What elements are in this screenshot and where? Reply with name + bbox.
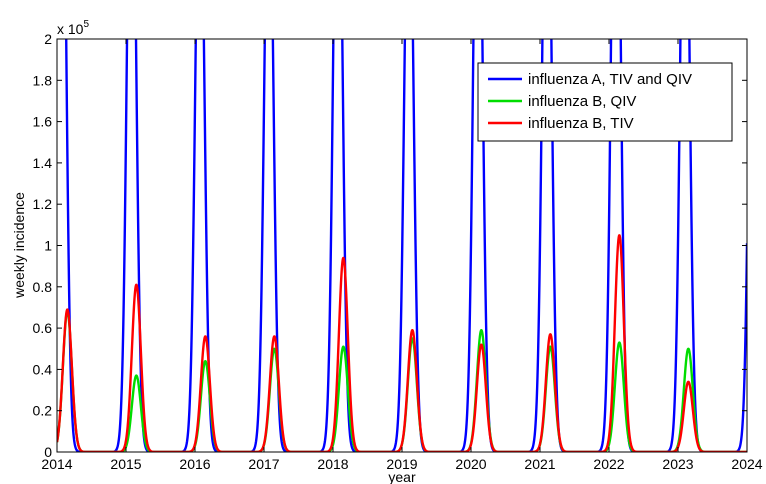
- series-line-3: [57, 234, 747, 452]
- x-tick-label: 2023: [662, 456, 693, 472]
- y-multiplier-exponent: 5: [83, 19, 89, 30]
- y-tick-label: 0.2: [33, 403, 53, 419]
- y-multiplier: x 105: [57, 19, 89, 37]
- y-tick-label: 1.4: [33, 155, 53, 171]
- x-tick-label: 2022: [593, 456, 624, 472]
- x-tick-label: 2014: [41, 456, 72, 472]
- y-tick-label: 1.6: [33, 114, 53, 130]
- x-tick-label: 2017: [248, 456, 279, 472]
- y-tick-label: 1: [44, 238, 52, 254]
- legend: influenza A, TIV and QIV influenza B, QIV…: [477, 62, 733, 142]
- x-tick-label: 2015: [110, 456, 141, 472]
- series-group: [57, 39, 747, 452]
- y-axis: 0 0.2 0.4 0.6 0.8 1 1.2 1.4 1.6 1.8 2: [33, 31, 747, 460]
- x-tick-label: 2018: [317, 456, 348, 472]
- y-tick-label: 0.8: [33, 279, 53, 295]
- legend-label-3: influenza B, TIV: [528, 115, 634, 132]
- x-axis: 2014 2015 2016 2017 2018 2019 2020 2021 2022 2023…: [41, 39, 763, 472]
- x-tick-label: 2021: [524, 456, 555, 472]
- y-tick-label: 0.4: [33, 361, 53, 377]
- x-tick-label: 2024: [731, 456, 762, 472]
- x-axis-label: year: [388, 469, 416, 484]
- x-tick-label: 2016: [179, 456, 210, 472]
- y-tick-label: 0.6: [33, 320, 53, 336]
- y-tick-label: 1.2: [33, 196, 53, 212]
- y-tick-label: 1.8: [33, 72, 53, 88]
- x-tick-label: 2019: [386, 456, 417, 472]
- x-tick-label: 2020: [455, 456, 486, 472]
- y-axis-label: weekly incidence: [11, 192, 27, 299]
- y-tick-label: 0: [44, 444, 52, 460]
- y-multiplier-base: x 10: [57, 21, 84, 37]
- legend-label-1: influenza A, TIV and QIV: [528, 71, 692, 88]
- y-tick-label: 2: [44, 31, 52, 47]
- legend-label-2: influenza B, QIV: [528, 93, 636, 110]
